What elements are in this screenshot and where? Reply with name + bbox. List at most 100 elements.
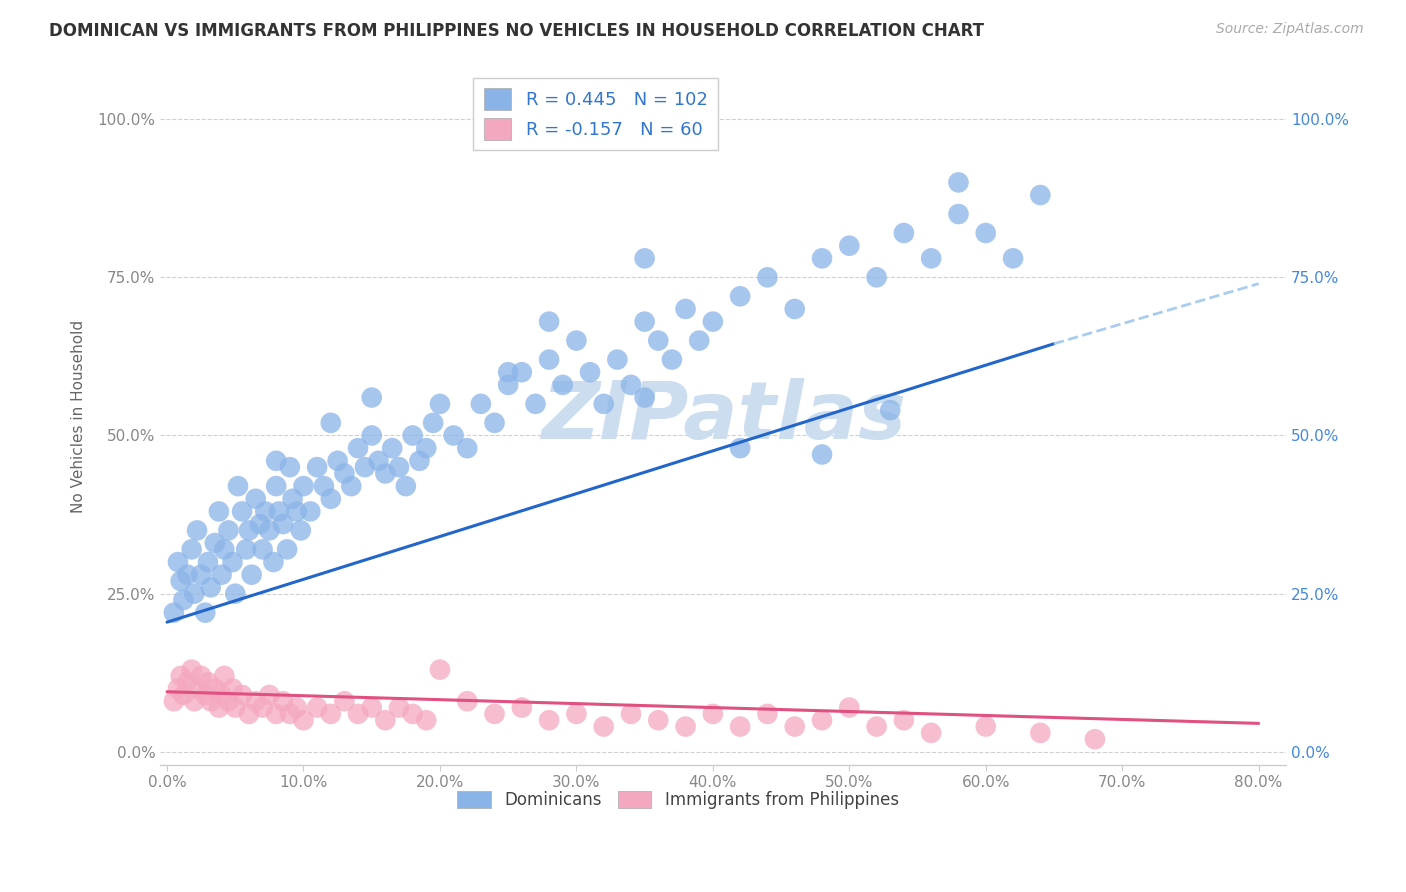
- Point: [319, 491, 342, 506]
- Point: [333, 467, 356, 481]
- Point: [948, 207, 970, 221]
- Point: [217, 524, 239, 538]
- Point: [565, 334, 588, 348]
- Point: [197, 555, 219, 569]
- Point: [299, 504, 322, 518]
- Point: [592, 397, 614, 411]
- Point: [176, 675, 198, 690]
- Point: [592, 720, 614, 734]
- Point: [510, 700, 533, 714]
- Point: [974, 720, 997, 734]
- Point: [264, 706, 287, 721]
- Point: [278, 706, 301, 721]
- Point: [948, 175, 970, 189]
- Point: [340, 479, 363, 493]
- Point: [920, 252, 942, 266]
- Point: [333, 694, 356, 708]
- Point: [208, 700, 231, 714]
- Point: [756, 270, 779, 285]
- Point: [180, 542, 202, 557]
- Point: [429, 663, 451, 677]
- Legend: Dominicans, Immigrants from Philippines: Dominicans, Immigrants from Philippines: [450, 784, 905, 815]
- Point: [893, 713, 915, 727]
- Point: [879, 403, 901, 417]
- Point: [186, 681, 208, 696]
- Point: [510, 365, 533, 379]
- Point: [211, 567, 233, 582]
- Point: [838, 238, 860, 252]
- Point: [252, 542, 274, 557]
- Point: [186, 524, 208, 538]
- Point: [319, 416, 342, 430]
- Point: [214, 542, 236, 557]
- Point: [675, 720, 697, 734]
- Point: [688, 334, 710, 348]
- Point: [728, 441, 751, 455]
- Point: [204, 536, 226, 550]
- Point: [208, 504, 231, 518]
- Point: [231, 688, 253, 702]
- Point: [200, 580, 222, 594]
- Point: [551, 377, 574, 392]
- Point: [756, 706, 779, 721]
- Point: [347, 441, 370, 455]
- Point: [264, 454, 287, 468]
- Point: [176, 567, 198, 582]
- Point: [633, 252, 655, 266]
- Point: [920, 726, 942, 740]
- Point: [388, 460, 411, 475]
- Point: [319, 706, 342, 721]
- Point: [620, 377, 643, 392]
- Point: [224, 587, 246, 601]
- Point: [170, 574, 193, 588]
- Point: [252, 700, 274, 714]
- Point: [408, 454, 430, 468]
- Point: [538, 713, 561, 727]
- Point: [1029, 726, 1052, 740]
- Point: [276, 542, 298, 557]
- Point: [292, 713, 315, 727]
- Point: [211, 688, 233, 702]
- Point: [381, 441, 404, 455]
- Point: [264, 479, 287, 493]
- Point: [254, 504, 277, 518]
- Point: [538, 352, 561, 367]
- Point: [285, 504, 308, 518]
- Point: [271, 517, 294, 532]
- Point: [565, 706, 588, 721]
- Point: [245, 491, 267, 506]
- Point: [388, 700, 411, 714]
- Text: DOMINICAN VS IMMIGRANTS FROM PHILIPPINES NO VEHICLES IN HOUSEHOLD CORRELATION CH: DOMINICAN VS IMMIGRANTS FROM PHILIPPINES…: [49, 22, 984, 40]
- Point: [249, 517, 271, 532]
- Point: [267, 504, 290, 518]
- Point: [395, 479, 418, 493]
- Point: [259, 524, 281, 538]
- Point: [496, 365, 519, 379]
- Point: [231, 504, 253, 518]
- Point: [401, 428, 423, 442]
- Point: [180, 663, 202, 677]
- Y-axis label: No Vehicles in Household: No Vehicles in Household: [72, 320, 86, 513]
- Point: [620, 706, 643, 721]
- Point: [1002, 252, 1025, 266]
- Point: [974, 226, 997, 240]
- Point: [893, 226, 915, 240]
- Point: [170, 669, 193, 683]
- Point: [484, 416, 506, 430]
- Point: [456, 441, 478, 455]
- Point: [190, 567, 212, 582]
- Point: [292, 479, 315, 493]
- Point: [172, 593, 194, 607]
- Point: [1084, 732, 1107, 747]
- Point: [326, 454, 349, 468]
- Point: [307, 460, 329, 475]
- Point: [312, 479, 335, 493]
- Point: [524, 397, 547, 411]
- Point: [606, 352, 628, 367]
- Point: [167, 555, 190, 569]
- Point: [167, 681, 190, 696]
- Point: [702, 706, 724, 721]
- Point: [865, 720, 887, 734]
- Point: [259, 688, 281, 702]
- Point: [496, 377, 519, 392]
